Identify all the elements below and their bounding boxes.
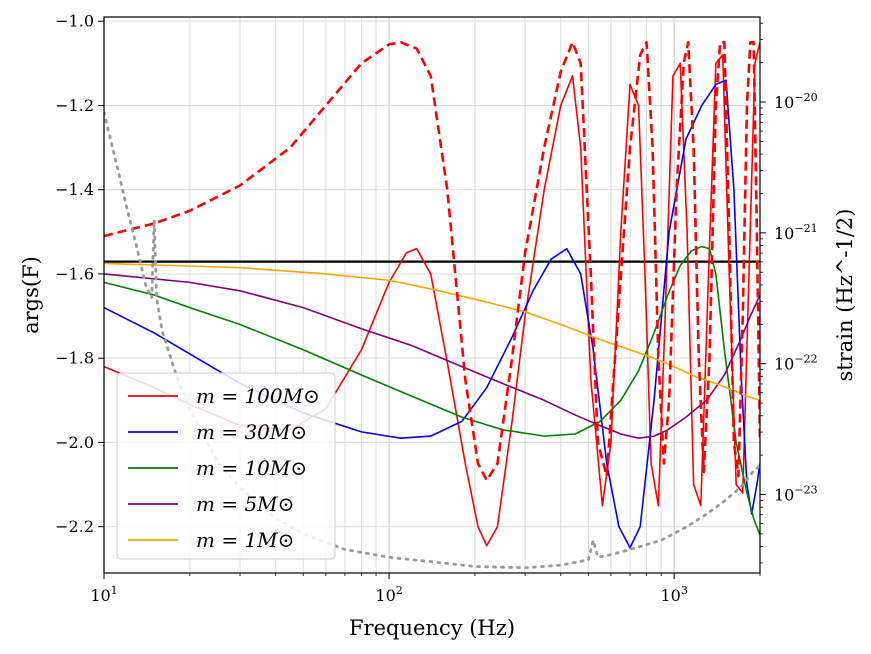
plot-frame — [103, 16, 761, 574]
legend-label-m30: m = 30M⊙ — [196, 420, 307, 444]
series-layer — [104, 40, 760, 570]
series-line-m10 — [104, 245, 760, 536]
y-left-tick-label: −1.6 — [55, 264, 94, 283]
y-left-tick-label: −2.2 — [55, 517, 94, 536]
legend-label-m1: m = 1M⊙ — [196, 528, 294, 552]
y-left-tick-label: −1.0 — [55, 12, 94, 31]
series-sensitivity-curve — [104, 111, 760, 570]
y-right-tick-label: 10−21 — [774, 222, 818, 243]
x-axis-title: Frequency (Hz) — [349, 616, 515, 640]
y-axis-left-title: args(F) — [19, 256, 43, 334]
series-line-m5 — [104, 273, 760, 440]
series-line-m30 — [104, 79, 760, 549]
y-axis-right-title: strain (Hz^-1/2) — [833, 209, 857, 382]
legend: m = 100M⊙ m = 30M⊙ m = 10M⊙ m = 5M⊙ m = 1M⊙ — [116, 372, 336, 560]
y-right-tick-label: 10−23 — [774, 484, 818, 505]
x-tick-label: 103 — [660, 584, 687, 605]
y-right-tick-label: 10−22 — [774, 353, 818, 374]
series-line-m1 — [104, 262, 760, 402]
y-left-tick-label: −1.4 — [55, 180, 94, 199]
y-left-tick-label: −2.0 — [55, 433, 94, 452]
x-tick-label: 102 — [375, 584, 402, 605]
ticks: 101 102 103 −1.0 −1.2 −1.4 −1.6 −1.8 −2.0 −2.2 10−… — [55, 12, 817, 605]
legend-label-m5: m = 5M⊙ — [196, 492, 294, 516]
y-left-tick-label: −1.2 — [55, 96, 94, 115]
y-left-tick-label: −1.8 — [55, 349, 94, 368]
x-tick-label: 101 — [90, 584, 117, 605]
legend-box — [116, 372, 336, 560]
legend-label-m100: m = 100M⊙ — [196, 384, 320, 408]
y-right-tick-label: 10−20 — [774, 91, 818, 112]
legend-label-m10: m = 10M⊙ — [196, 456, 307, 480]
